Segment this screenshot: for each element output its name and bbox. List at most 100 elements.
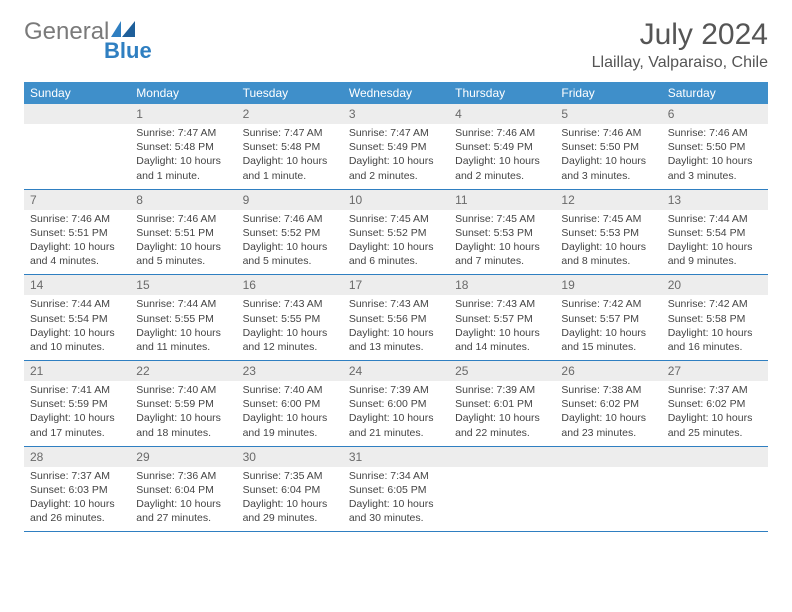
day-cell: 12Sunrise: 7:45 AMSunset: 5:53 PMDayligh… <box>555 189 661 275</box>
day-details: Sunrise: 7:35 AMSunset: 6:04 PMDaylight:… <box>237 467 343 532</box>
sunrise: Sunrise: 7:40 AM <box>136 383 230 397</box>
sunset: Sunset: 5:55 PM <box>243 312 337 326</box>
daylight: Daylight: 10 hours and 3 minutes. <box>668 154 762 182</box>
day-cell: 11Sunrise: 7:45 AMSunset: 5:53 PMDayligh… <box>449 189 555 275</box>
sunset: Sunset: 6:02 PM <box>668 397 762 411</box>
sunset: Sunset: 5:50 PM <box>561 140 655 154</box>
sunrise: Sunrise: 7:38 AM <box>561 383 655 397</box>
day-details: Sunrise: 7:45 AMSunset: 5:52 PMDaylight:… <box>343 210 449 275</box>
day-details: Sunrise: 7:40 AMSunset: 6:00 PMDaylight:… <box>237 381 343 446</box>
day-cell <box>555 446 661 532</box>
page-header: General Blue July 2024 Llaillay, Valpara… <box>24 18 768 72</box>
day-cell: 17Sunrise: 7:43 AMSunset: 5:56 PMDayligh… <box>343 275 449 361</box>
day-cell: 26Sunrise: 7:38 AMSunset: 6:02 PMDayligh… <box>555 361 661 447</box>
sunrise: Sunrise: 7:42 AM <box>561 297 655 311</box>
sunrise: Sunrise: 7:47 AM <box>243 126 337 140</box>
sunset: Sunset: 5:52 PM <box>243 226 337 240</box>
daylight: Daylight: 10 hours and 8 minutes. <box>561 240 655 268</box>
sunset: Sunset: 5:57 PM <box>561 312 655 326</box>
sunset: Sunset: 5:50 PM <box>668 140 762 154</box>
day-details: Sunrise: 7:39 AMSunset: 6:00 PMDaylight:… <box>343 381 449 446</box>
daylight: Daylight: 10 hours and 21 minutes. <box>349 411 443 439</box>
sunset: Sunset: 5:53 PM <box>561 226 655 240</box>
daylight: Daylight: 10 hours and 13 minutes. <box>349 326 443 354</box>
day-number: 30 <box>237 447 343 467</box>
sunrise: Sunrise: 7:44 AM <box>30 297 124 311</box>
day-details <box>449 467 555 525</box>
day-cell: 19Sunrise: 7:42 AMSunset: 5:57 PMDayligh… <box>555 275 661 361</box>
day-number <box>662 447 768 467</box>
sunset: Sunset: 6:00 PM <box>349 397 443 411</box>
day-cell: 15Sunrise: 7:44 AMSunset: 5:55 PMDayligh… <box>130 275 236 361</box>
daylight: Daylight: 10 hours and 18 minutes. <box>136 411 230 439</box>
day-number: 7 <box>24 190 130 210</box>
sunset: Sunset: 6:02 PM <box>561 397 655 411</box>
sunrise: Sunrise: 7:45 AM <box>455 212 549 226</box>
day-number: 18 <box>449 275 555 295</box>
day-details <box>24 124 130 182</box>
daylight: Daylight: 10 hours and 1 minute. <box>243 154 337 182</box>
day-number: 20 <box>662 275 768 295</box>
sunset: Sunset: 5:54 PM <box>30 312 124 326</box>
day-cell: 13Sunrise: 7:44 AMSunset: 5:54 PMDayligh… <box>662 189 768 275</box>
day-details: Sunrise: 7:42 AMSunset: 5:58 PMDaylight:… <box>662 295 768 360</box>
day-number: 31 <box>343 447 449 467</box>
logo-text-blue: Blue <box>104 38 152 64</box>
week-row: 7Sunrise: 7:46 AMSunset: 5:51 PMDaylight… <box>24 189 768 275</box>
week-row: 28Sunrise: 7:37 AMSunset: 6:03 PMDayligh… <box>24 446 768 532</box>
day-number: 3 <box>343 104 449 124</box>
day-cell <box>449 446 555 532</box>
day-details: Sunrise: 7:36 AMSunset: 6:04 PMDaylight:… <box>130 467 236 532</box>
daylight: Daylight: 10 hours and 23 minutes. <box>561 411 655 439</box>
day-number: 23 <box>237 361 343 381</box>
sunrise: Sunrise: 7:46 AM <box>243 212 337 226</box>
day-details: Sunrise: 7:45 AMSunset: 5:53 PMDaylight:… <box>449 210 555 275</box>
daylight: Daylight: 10 hours and 2 minutes. <box>455 154 549 182</box>
day-cell: 3Sunrise: 7:47 AMSunset: 5:49 PMDaylight… <box>343 104 449 189</box>
daylight: Daylight: 10 hours and 25 minutes. <box>668 411 762 439</box>
day-number: 5 <box>555 104 661 124</box>
daylight: Daylight: 10 hours and 29 minutes. <box>243 497 337 525</box>
day-cell: 7Sunrise: 7:46 AMSunset: 5:51 PMDaylight… <box>24 189 130 275</box>
day-number: 22 <box>130 361 236 381</box>
sunset: Sunset: 5:56 PM <box>349 312 443 326</box>
sunset: Sunset: 5:54 PM <box>668 226 762 240</box>
sunset: Sunset: 5:53 PM <box>455 226 549 240</box>
day-number <box>24 104 130 124</box>
day-cell: 23Sunrise: 7:40 AMSunset: 6:00 PMDayligh… <box>237 361 343 447</box>
day-details: Sunrise: 7:46 AMSunset: 5:51 PMDaylight:… <box>24 210 130 275</box>
day-details: Sunrise: 7:46 AMSunset: 5:49 PMDaylight:… <box>449 124 555 189</box>
day-details: Sunrise: 7:40 AMSunset: 5:59 PMDaylight:… <box>130 381 236 446</box>
day-number: 2 <box>237 104 343 124</box>
day-details: Sunrise: 7:37 AMSunset: 6:03 PMDaylight:… <box>24 467 130 532</box>
daylight: Daylight: 10 hours and 3 minutes. <box>561 154 655 182</box>
day-number: 21 <box>24 361 130 381</box>
day-number: 16 <box>237 275 343 295</box>
day-cell: 31Sunrise: 7:34 AMSunset: 6:05 PMDayligh… <box>343 446 449 532</box>
daylight: Daylight: 10 hours and 22 minutes. <box>455 411 549 439</box>
sunrise: Sunrise: 7:36 AM <box>136 469 230 483</box>
daylight: Daylight: 10 hours and 5 minutes. <box>136 240 230 268</box>
sunrise: Sunrise: 7:45 AM <box>349 212 443 226</box>
day-number: 14 <box>24 275 130 295</box>
day-header-row: SundayMondayTuesdayWednesdayThursdayFrid… <box>24 82 768 104</box>
sunset: Sunset: 5:55 PM <box>136 312 230 326</box>
day-number <box>449 447 555 467</box>
sunrise: Sunrise: 7:34 AM <box>349 469 443 483</box>
daylight: Daylight: 10 hours and 4 minutes. <box>30 240 124 268</box>
sunset: Sunset: 5:59 PM <box>136 397 230 411</box>
daylight: Daylight: 10 hours and 1 minute. <box>136 154 230 182</box>
daylight: Daylight: 10 hours and 9 minutes. <box>668 240 762 268</box>
daylight: Daylight: 10 hours and 5 minutes. <box>243 240 337 268</box>
sunrise: Sunrise: 7:42 AM <box>668 297 762 311</box>
day-details: Sunrise: 7:45 AMSunset: 5:53 PMDaylight:… <box>555 210 661 275</box>
sunrise: Sunrise: 7:44 AM <box>668 212 762 226</box>
sunrise: Sunrise: 7:39 AM <box>455 383 549 397</box>
day-number: 1 <box>130 104 236 124</box>
sunrise: Sunrise: 7:35 AM <box>243 469 337 483</box>
day-cell <box>662 446 768 532</box>
day-details: Sunrise: 7:42 AMSunset: 5:57 PMDaylight:… <box>555 295 661 360</box>
sunrise: Sunrise: 7:39 AM <box>349 383 443 397</box>
day-details: Sunrise: 7:46 AMSunset: 5:50 PMDaylight:… <box>555 124 661 189</box>
sunrise: Sunrise: 7:46 AM <box>136 212 230 226</box>
